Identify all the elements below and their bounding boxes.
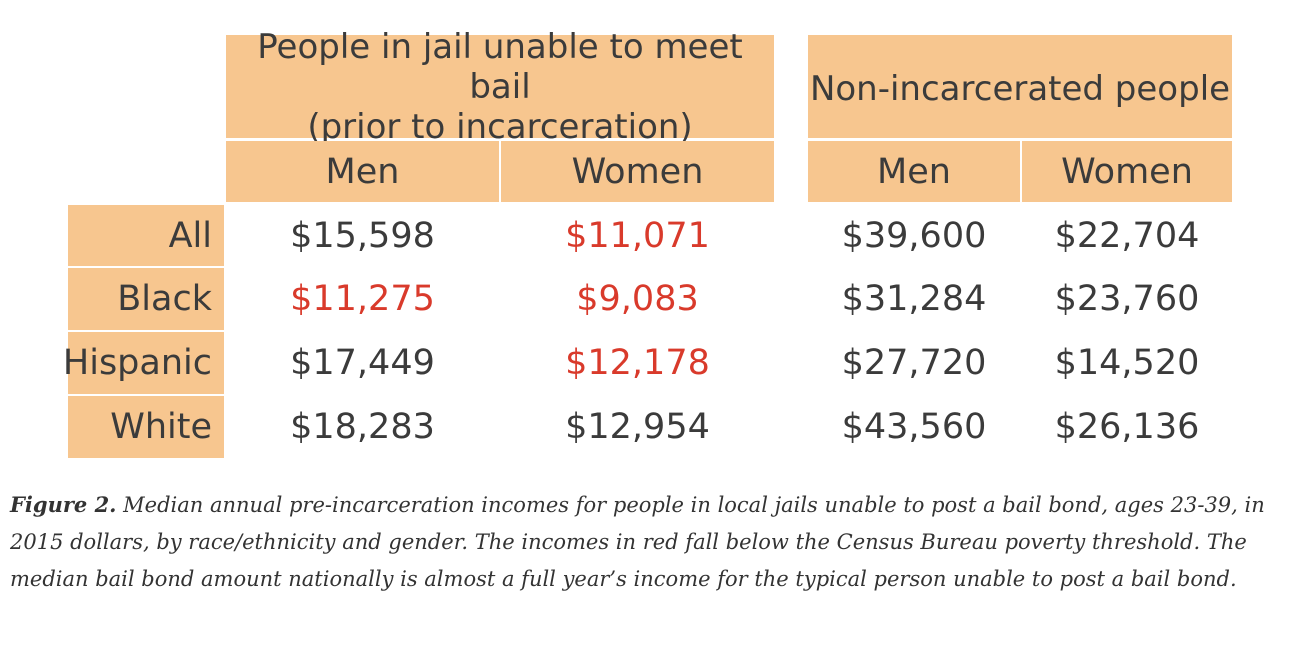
figure-caption-label: Figure 2. <box>10 492 117 517</box>
figure-caption: Figure 2. Median annual pre-incarceratio… <box>10 486 1295 598</box>
value-black-jail-women: $9,083 <box>576 279 699 319</box>
value-hispanic-nonincarcerated-men: $27,720 <box>841 343 987 383</box>
value-white-nonincarcerated-men: $43,560 <box>841 407 987 447</box>
row-label-black: Black <box>68 268 224 330</box>
group-header-jail: People in jail unable to meet bail (prio… <box>226 27 774 147</box>
row-label-white: White <box>68 396 224 458</box>
column-header-jail-women: Women <box>501 141 774 202</box>
column-header-jail-men: Men <box>226 141 499 202</box>
row-label-all: All <box>68 205 224 266</box>
group-header-nonincarcerated: Non-incarcerated people <box>808 35 1232 138</box>
group-header-jail-line1: People in jail unable to meet bail <box>257 26 743 107</box>
value-all-nonincarcerated-men: $39,600 <box>841 215 987 256</box>
figure-caption-text: Median annual pre-incarceration incomes … <box>10 493 1265 591</box>
column-header-nonincarcerated-women: Women <box>1022 141 1232 202</box>
value-all-jail-men: $15,598 <box>290 215 435 256</box>
row-label-hispanic: Hispanic <box>63 332 224 394</box>
value-white-jail-men: $18,283 <box>290 407 435 447</box>
group-header-jail-line2: (prior to incarceration) <box>307 106 693 147</box>
value-white-nonincarcerated-women: $26,136 <box>1054 407 1200 447</box>
value-all-jail-women: $11,071 <box>565 215 710 256</box>
value-black-jail-men: $11,275 <box>290 279 435 319</box>
value-black-nonincarcerated-men: $31,284 <box>841 279 987 319</box>
value-all-nonincarcerated-women: $22,704 <box>1054 215 1200 256</box>
value-hispanic-jail-men: $17,449 <box>290 343 435 383</box>
value-hispanic-jail-women: $12,178 <box>565 343 710 383</box>
value-white-jail-women: $12,954 <box>565 407 710 447</box>
group-header-nonincarcerated-label: Non-incarcerated people <box>809 68 1231 109</box>
column-header-nonincarcerated-men: Men <box>808 141 1020 202</box>
value-hispanic-nonincarcerated-women: $14,520 <box>1054 343 1200 383</box>
value-black-nonincarcerated-women: $23,760 <box>1054 279 1200 319</box>
